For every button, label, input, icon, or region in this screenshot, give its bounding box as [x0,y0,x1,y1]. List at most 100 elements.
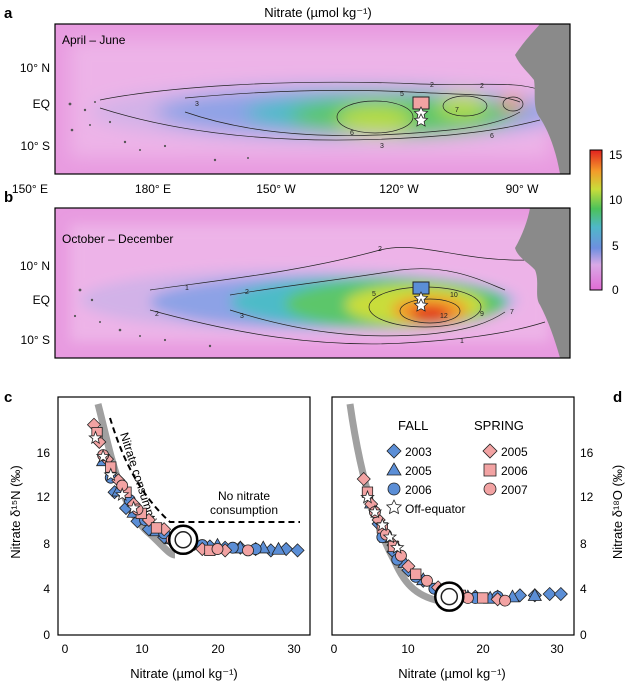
ytick-d-2: 8 [580,537,587,551]
point-fall-2003-11 [553,586,568,602]
legend-star-marker [385,499,403,515]
ytick-a-0: 10° N [20,61,50,75]
point-fall-2005-9 [271,541,286,555]
legend-fall-2006-marker [387,482,401,496]
point-spring-2006-3 [410,568,422,580]
map-b-frame [54,207,571,359]
point-fall-2003-13 [290,543,305,558]
ytick-d-0: 16 [580,446,594,460]
ytick-d-3: 4 [580,582,587,596]
axis-c-yticks: 16 12 8 4 0 [37,446,51,642]
map-a-ytick-labels: 10° N EQ 10° S [20,61,50,153]
legend-spring-2005: 2005 [501,445,528,459]
ytick-a-2: 10° S [21,139,50,153]
svg-text:2: 2 [245,289,249,296]
panel-label-c: c [4,389,12,406]
ytick-d-4: 0 [580,628,587,642]
svg-text:2: 2 [378,246,382,253]
map-b-ytick-labels: 10° N EQ 10° S [20,259,50,347]
xtick-a-4: 90° W [506,182,539,196]
markers-c [86,417,305,558]
ytick-c-2: 8 [43,537,50,551]
ylabel-d: Nitrate δ¹⁸O (‰) [610,465,625,559]
legend-fall-2006: 2006 [405,483,432,497]
svg-text:1: 1 [185,285,189,292]
xlabel-c: Nitrate (µmol kg⁻¹) [130,666,238,681]
xtick-d-2: 20 [476,642,490,656]
axis-d-xticks: 0 10 20 30 [331,642,564,656]
legend-spring-header: SPRING [474,418,524,433]
panel-label-d: d [613,389,622,406]
point-spring-2007-4 [211,543,224,555]
point-spring-2007-5 [242,544,254,557]
svg-text:6: 6 [490,133,494,140]
ytick-b-2: 10° S [21,333,50,347]
ytick-c-1: 12 [37,490,51,504]
legend-fall-2003-marker [386,443,402,459]
annotation-no-consumption-1: No nitrate [218,489,270,503]
legend-fall-2005-marker [386,462,402,476]
xtick-c-0: 0 [62,642,69,656]
svg-text:5: 5 [372,291,376,298]
ytick-b-1: EQ [33,293,50,307]
svg-text:2: 2 [430,82,434,89]
xtick-d-0: 0 [331,642,338,656]
point-off-equator-0 [88,430,103,445]
point-fall-2005-8 [527,588,542,601]
highlight-c [167,524,199,556]
highlight-d [434,581,465,612]
svg-text:3: 3 [240,313,244,320]
point-off-equator-2 [103,467,118,482]
point-spring-2006-4 [150,522,163,534]
legend-fall-2005: 2005 [405,464,432,478]
svg-text:2: 2 [155,311,159,318]
svg-text:3: 3 [195,101,199,108]
point-spring-2007-5 [499,594,511,607]
svg-text:10: 10 [450,292,458,299]
ytick-b-0: 10° N [20,259,50,273]
plot-c: Nitrate consumption No nitrate consumpti… [57,396,311,636]
svg-text:9: 9 [480,311,484,318]
point-off-equator-3 [114,487,130,502]
colorbar-ticks: 15 10 5 0 [609,148,623,297]
markers-d [356,471,568,607]
annotation-no-consumption-2: consumption [210,503,278,517]
colorbar-tick-0: 0 [612,283,619,297]
season-a: April – June [62,33,126,47]
legend-spring-2006: 2006 [501,464,528,478]
legend-spring-2006-marker [483,463,497,477]
ytick-c-3: 4 [43,582,50,596]
xtick-c-1: 10 [135,642,149,656]
point-spring-2006-5 [477,592,489,604]
svg-text:6: 6 [350,130,354,137]
xtick-d-3: 30 [550,642,564,656]
colorbar-tick-5: 5 [612,239,619,253]
panel-label-a: a [4,5,13,22]
season-b: October – December [62,232,173,246]
svg-text:3: 3 [380,143,384,150]
legend-off-equator: Off-equator [405,502,465,516]
ytick-d-1: 12 [580,490,594,504]
ylabel-c: Nitrate δ¹⁵N (‰) [8,465,23,559]
colorbar-tick-15: 15 [609,148,623,162]
map-a: 2 3 6 5 6 7 3 2 1 [55,24,570,174]
plot-c-frame [57,396,311,636]
point-off-equator-2 [375,517,390,532]
xtick-a-1: 180° E [135,182,171,196]
colorbar [589,149,603,291]
point-spring-2007-2 [395,549,407,562]
point-off-equator-1 [95,448,111,463]
svg-text:1: 1 [460,338,464,345]
legend-spring-2007: 2007 [501,483,528,497]
axis-c-xticks: 0 10 20 30 [62,642,301,656]
plot-d-frame [331,396,575,636]
legend-spring-2007-marker [483,482,497,496]
point-spring-2005-0 [356,471,371,487]
map-b: 2 1 2 3 2 5 10 12 9 7 1 [55,208,570,358]
highlight-center [440,587,459,606]
point-fall-2003-10 [542,586,557,602]
point-off-equator-4 [389,540,405,554]
legend-fall-header: FALL [398,418,428,433]
ytick-a-1: EQ [33,97,50,111]
svg-text:5: 5 [400,91,404,98]
